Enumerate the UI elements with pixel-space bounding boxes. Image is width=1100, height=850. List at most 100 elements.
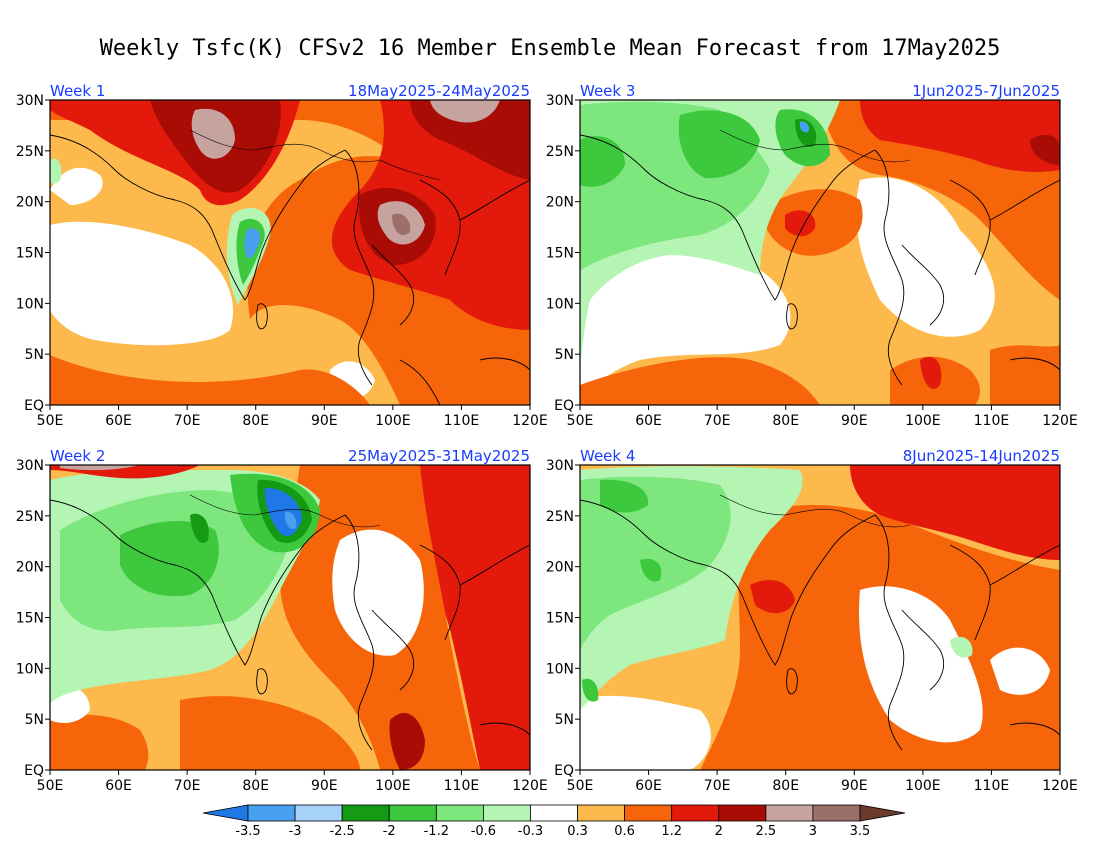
panel-week-label: Week 1 [50, 82, 105, 100]
panel-week-label: Week 2 [50, 447, 105, 465]
colorbar-swatch [294, 804, 343, 822]
colorbar-label: -3 [289, 824, 302, 839]
y-tick-label: 15N [546, 611, 574, 627]
y-tick-label: 15N [16, 611, 44, 627]
colorbar-swatch [530, 804, 578, 822]
colorbar-swatch [341, 804, 390, 822]
x-tick-label: 100E [375, 413, 411, 429]
y-tick-label: 20N [546, 560, 574, 576]
x-tick-label: 120E [512, 778, 548, 794]
y-tick-label: 15N [546, 246, 574, 262]
map-panel-week-4 [579, 464, 1061, 771]
y-tick-label: 20N [546, 195, 574, 211]
colorbar-label: -2.5 [329, 824, 354, 839]
x-tick-label: 70E [704, 413, 731, 429]
zone-warm-orange [580, 357, 820, 405]
colorbar-swatch [435, 804, 484, 822]
colorbar-swatch [482, 804, 531, 822]
y-tick-label: 25N [16, 144, 44, 160]
x-tick-label: 70E [174, 778, 201, 794]
y-tick-label: 10N [16, 296, 44, 312]
y-tick-label: 5N [25, 347, 44, 363]
colorbar-swatch [247, 804, 296, 822]
zone-cool-green [582, 678, 599, 702]
y-tick-label: 5N [555, 347, 574, 363]
panel-week-label: Week 4 [580, 447, 635, 465]
zone-near-normal [50, 167, 103, 205]
zone-warm-orange [50, 714, 149, 770]
x-tick-label: 60E [635, 778, 662, 794]
panel-date-range: 18May2025-24May2025 [348, 82, 530, 100]
y-tick-label: 10N [546, 296, 574, 312]
zone-cool-green [580, 136, 625, 187]
y-tick-label: 25N [546, 509, 574, 525]
x-tick-label: 120E [512, 413, 548, 429]
zone-warm-orange [50, 355, 370, 405]
x-tick-label: 50E [567, 778, 594, 794]
x-tick-label: 90E [311, 413, 338, 429]
map-panel-week-1 [49, 99, 531, 406]
colorbar-label: 0.6 [614, 824, 635, 839]
zone-warm-red [750, 580, 795, 614]
x-tick-label: 60E [105, 413, 132, 429]
zone-cool-blue [284, 511, 297, 530]
zone-near-normal [580, 230, 791, 395]
zone-warm-tan [60, 465, 140, 471]
y-tick-label: 10N [16, 661, 44, 677]
colorbar-swatch [577, 804, 626, 822]
y-tick-label: EQ [554, 763, 574, 779]
colorbar-label: 3 [809, 824, 817, 839]
y-tick-label: 20N [16, 195, 44, 211]
zone-near-normal [856, 177, 995, 337]
x-tick-label: 50E [37, 778, 64, 794]
zone-warm-dark-red [389, 712, 425, 770]
map-panel-week-2 [49, 464, 531, 771]
x-tick-label: 70E [704, 778, 731, 794]
colorbar: -3.5 -3 -2.5 -2 -1.2 -0.6 -0.3 0.3 0.6 1.2 2 2.5 3 3.… [202, 804, 906, 839]
zone-cool-green [678, 110, 760, 179]
zone-near-normal [50, 221, 234, 346]
zone-near-normal [332, 529, 424, 656]
x-tick-label: 70E [174, 413, 201, 429]
panel-date-range: 1Jun2025-7Jun2025 [912, 82, 1060, 100]
zone-cool-blue [244, 228, 261, 259]
y-tick-label: EQ [554, 398, 574, 414]
zone-cool-blue [799, 121, 809, 133]
zone-cool-green [120, 520, 219, 597]
x-tick-label: 110E [444, 413, 480, 429]
y-tick-label: 25N [546, 144, 574, 160]
y-tick-label: 5N [25, 712, 44, 728]
x-tick-label: 110E [974, 413, 1010, 429]
x-tick-label: 80E [242, 413, 269, 429]
x-tick-label: 100E [375, 778, 411, 794]
zone-cool-dark-green [190, 513, 209, 543]
y-tick-label: 25N [16, 509, 44, 525]
figure-title: Weekly Tsfc(K) CFSv2 16 Member Ensemble … [99, 36, 1001, 61]
y-tick-label: 15N [16, 246, 44, 262]
colorbar-label: 2.5 [756, 824, 777, 839]
colorbar-swatch [718, 804, 767, 822]
y-tick-label: EQ [24, 763, 44, 779]
x-tick-label: 80E [772, 778, 799, 794]
x-tick-label: 110E [444, 778, 480, 794]
zone-near-normal [990, 647, 1050, 695]
zone-warm-tan [430, 100, 500, 123]
colorbar-label: -3.5 [235, 824, 260, 839]
zone-cool-light-green [950, 636, 973, 658]
zone-near-normal [580, 695, 711, 770]
panel-date-range: 25May2025-31May2025 [348, 447, 530, 465]
colorbar-swatch [812, 804, 861, 822]
x-tick-label: 80E [772, 413, 799, 429]
x-tick-label: 60E [105, 778, 132, 794]
y-tick-label: 5N [555, 712, 574, 728]
colorbar-right-arrow [859, 804, 906, 822]
colorbar-label: -0.3 [518, 824, 543, 839]
x-tick-label: 50E [567, 413, 594, 429]
x-tick-label: 120E [1042, 413, 1078, 429]
colorbar-label: -0.6 [471, 824, 496, 839]
map-panel-week-3 [579, 99, 1061, 406]
zone-warm-red [400, 465, 530, 770]
colorbar-label: 3.5 [850, 824, 871, 839]
zone-warm-red [920, 356, 942, 389]
